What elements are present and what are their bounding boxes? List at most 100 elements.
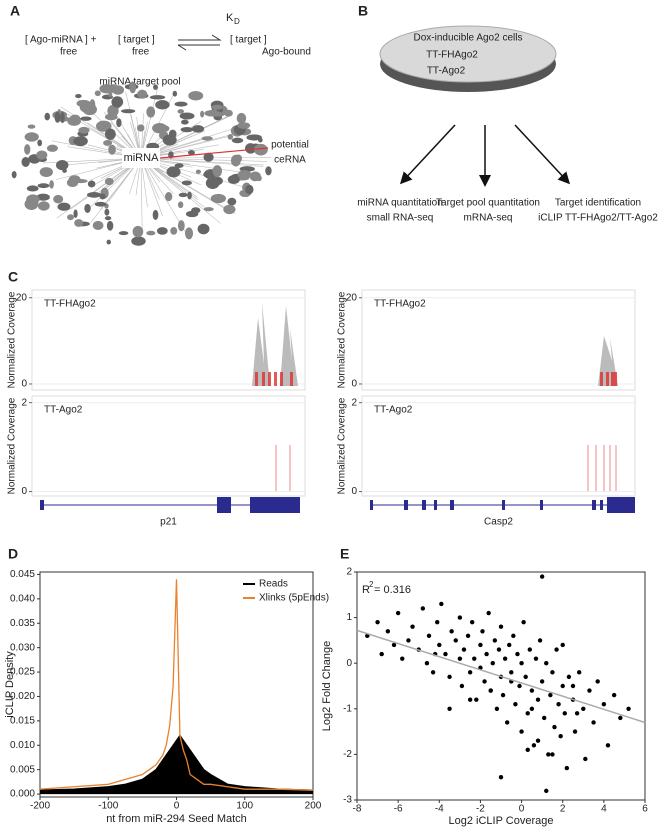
point [457,615,463,620]
point [554,647,559,652]
track-name: TT-FHAgo2 [44,299,96,310]
point [595,679,600,684]
point [574,711,580,716]
y-tick-label: 0 [21,379,27,390]
exon [450,500,454,510]
point [480,629,485,634]
output-label: iCLIP TT-FHAgo2/TT-Ago2 [538,213,658,224]
point [539,574,545,579]
network-node [129,81,137,94]
x-tick-label: -6 [394,804,403,815]
x-tick-label: -8 [353,804,362,815]
network-node [152,209,159,220]
network-node [27,124,36,129]
network-node [132,225,144,238]
network-node [11,171,17,179]
network-node [106,220,114,231]
point [533,656,539,661]
network-node [94,90,101,97]
network-node [54,111,61,123]
y-tick-label: 2 [346,567,352,578]
y-tick-label: 0 [21,486,27,497]
network-node [73,178,88,184]
y-tick-label: 0.040 [10,593,35,604]
network-node [180,126,194,133]
point [447,706,452,711]
network-node [156,227,168,235]
point [531,743,537,748]
point [605,743,611,748]
network-node [166,166,181,178]
point [507,642,512,648]
point [556,702,561,707]
exon [250,497,300,513]
network-node [227,134,234,140]
x-axis-label: nt from miR-294 Seed Match [106,813,247,825]
network-node [165,192,173,202]
network-node [137,124,145,132]
y-tick-label: 0 [346,658,352,669]
point [566,674,572,680]
track-frame [361,289,636,391]
point [474,697,479,702]
xlink-coverage [255,372,258,386]
network-node [231,137,244,144]
network-node [203,207,214,212]
point [478,642,483,648]
exon [434,500,437,510]
point [406,638,411,643]
point [591,720,596,725]
network-node [237,122,251,129]
y-tick-label: 0.020 [10,691,35,702]
point [492,638,498,643]
network-node [245,143,257,154]
coverage [252,302,270,386]
network-node [74,219,84,227]
point [535,738,541,743]
point [515,651,520,657]
y-tick-label: 0.035 [10,618,35,629]
point [498,775,504,780]
network-node [46,144,58,152]
point [410,624,415,629]
panel-label: D [8,546,18,562]
track-name: TT-Ago2 [44,405,83,416]
exon [607,497,635,513]
network-node [227,197,237,206]
x-tick-label: -100 [98,801,118,812]
point [496,647,502,652]
point [443,651,448,657]
network-node [104,113,118,121]
network-node [187,191,192,200]
network-node [174,101,188,107]
network-node [223,109,233,117]
network-node [191,125,205,133]
y-tick-label: -2 [343,749,352,760]
point [519,661,524,666]
xlink-coverage [268,372,271,386]
xlink-coverage [262,372,265,386]
network-node [84,203,91,213]
network-node [223,204,236,215]
x-tick-label: -4 [435,804,444,815]
network-node [181,119,189,125]
network-node [181,180,192,186]
equation-sub: free [60,47,78,58]
point [502,656,508,661]
fit-line [356,629,646,724]
point [435,619,440,625]
track-name: TT-Ago2 [374,405,413,416]
network-node [60,111,65,124]
mirna-label: miRNA [124,152,159,164]
point [562,711,567,716]
network-node [24,132,39,142]
point [525,711,530,716]
point [424,661,430,666]
point [558,733,563,739]
point [521,619,526,625]
y-axis-label: Normalized Coverage [337,291,348,388]
network-node [73,209,78,218]
x-tick-label: -200 [30,801,50,812]
network-node [178,221,184,226]
